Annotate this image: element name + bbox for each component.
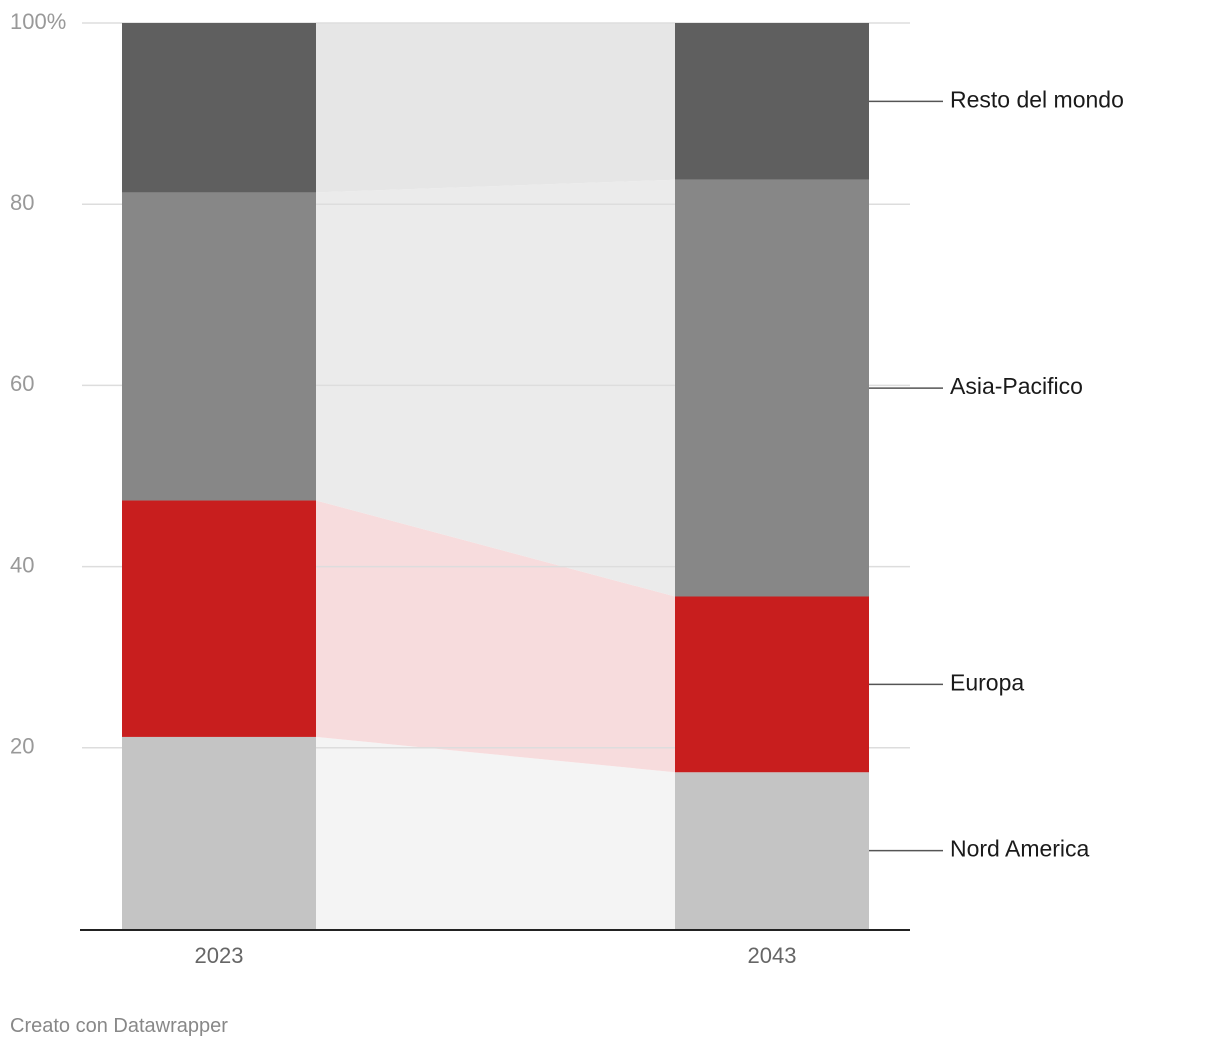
- bar-2023-nord-america: [122, 736, 316, 929]
- y-tick-label-40: 40: [10, 552, 34, 577]
- y-tick-label-60: 60: [10, 371, 34, 396]
- connector-bands: [316, 23, 675, 929]
- bar-2023-asia-pacifico: [122, 192, 316, 501]
- bar-2043-nord-america: [675, 772, 869, 929]
- bar-2043-europa: [675, 596, 869, 773]
- datawrapper-credit: Creato con Datawrapper: [10, 1015, 228, 1037]
- series-label-asia-pacifico: Asia-Pacifico: [950, 373, 1083, 399]
- bar-2043-asia-pacifico: [675, 179, 869, 597]
- y-tick-label-100: 100%: [10, 9, 66, 34]
- stacked-bars: [122, 23, 869, 929]
- y-tick-label-20: 20: [10, 734, 34, 759]
- band-resto-del-mondo: [316, 23, 675, 193]
- chart-svg: 20 40 60 80 100% 2023 2043 Nord America Europa…: [10, 9, 1124, 968]
- series-label-resto-del-mondo: Resto del mondo: [950, 86, 1124, 112]
- bar-2023-europa: [122, 500, 316, 737]
- band-asia-pacifico: [316, 179, 675, 597]
- band-nord-america: [316, 736, 675, 929]
- series-label-europa: Europa: [950, 669, 1024, 695]
- y-tick-label-80: 80: [10, 190, 34, 215]
- band-europa: [316, 500, 675, 773]
- x-tick-label-2023: 2023: [195, 943, 244, 968]
- x-axis-ticks: 2023 2043: [195, 943, 797, 968]
- series-label-nord-america: Nord America: [950, 836, 1090, 862]
- x-tick-label-2043: 2043: [748, 943, 797, 968]
- bar-2043-resto-del-mondo: [675, 23, 869, 180]
- bar-2023-resto-del-mondo: [122, 23, 316, 193]
- series-labels: Nord America Europa Asia-Pacifico Resto del…: [869, 86, 1124, 862]
- y-axis-ticks: 20 40 60 80 100%: [10, 9, 66, 759]
